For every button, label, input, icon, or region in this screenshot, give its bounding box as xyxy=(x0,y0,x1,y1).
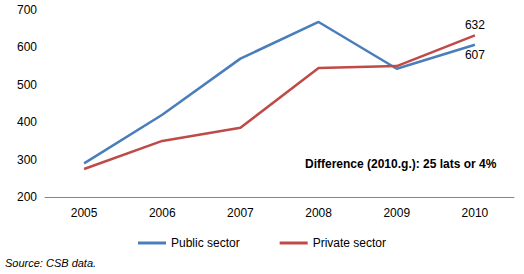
svg-text:500: 500 xyxy=(17,78,37,92)
svg-text:607: 607 xyxy=(465,48,485,62)
svg-text:200: 200 xyxy=(17,190,37,204)
svg-text:Private sector: Private sector xyxy=(313,236,386,250)
svg-text:400: 400 xyxy=(17,115,37,129)
svg-text:Source: CSB data.: Source: CSB data. xyxy=(5,257,96,269)
svg-text:2009: 2009 xyxy=(383,206,410,220)
svg-text:2010: 2010 xyxy=(462,206,489,220)
svg-text:Difference (2010.g.): 25 lats: Difference (2010.g.): 25 lats or 4% xyxy=(305,157,497,171)
svg-text:2006: 2006 xyxy=(149,206,176,220)
svg-text:2007: 2007 xyxy=(227,206,254,220)
svg-text:Public sector: Public sector xyxy=(171,236,240,250)
svg-text:2008: 2008 xyxy=(305,206,332,220)
svg-text:632: 632 xyxy=(465,18,485,32)
svg-text:700: 700 xyxy=(17,3,37,17)
svg-text:600: 600 xyxy=(17,40,37,54)
svg-text:2005: 2005 xyxy=(71,206,98,220)
svg-text:300: 300 xyxy=(17,153,37,167)
